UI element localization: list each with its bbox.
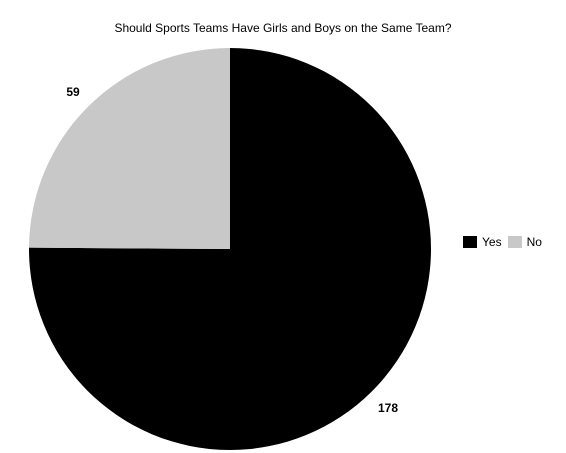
legend-swatch-no xyxy=(507,236,522,248)
legend-label-yes: Yes xyxy=(482,235,502,249)
legend-label-no: No xyxy=(526,235,542,249)
chart-title: Should Sports Teams Have Girls and Boys … xyxy=(114,21,452,35)
slice-value-label-yes: 178 xyxy=(378,401,398,415)
legend-swatch-yes xyxy=(463,236,477,248)
legend-item-yes: Yes xyxy=(463,235,502,249)
legend-item-no: No xyxy=(507,235,542,249)
slice-value-label-no: 59 xyxy=(66,85,80,99)
pie-labels: 178 59 xyxy=(66,85,398,415)
legend: Yes No xyxy=(463,235,548,249)
pie-slices xyxy=(29,48,432,450)
pie-slice-no xyxy=(29,48,231,249)
